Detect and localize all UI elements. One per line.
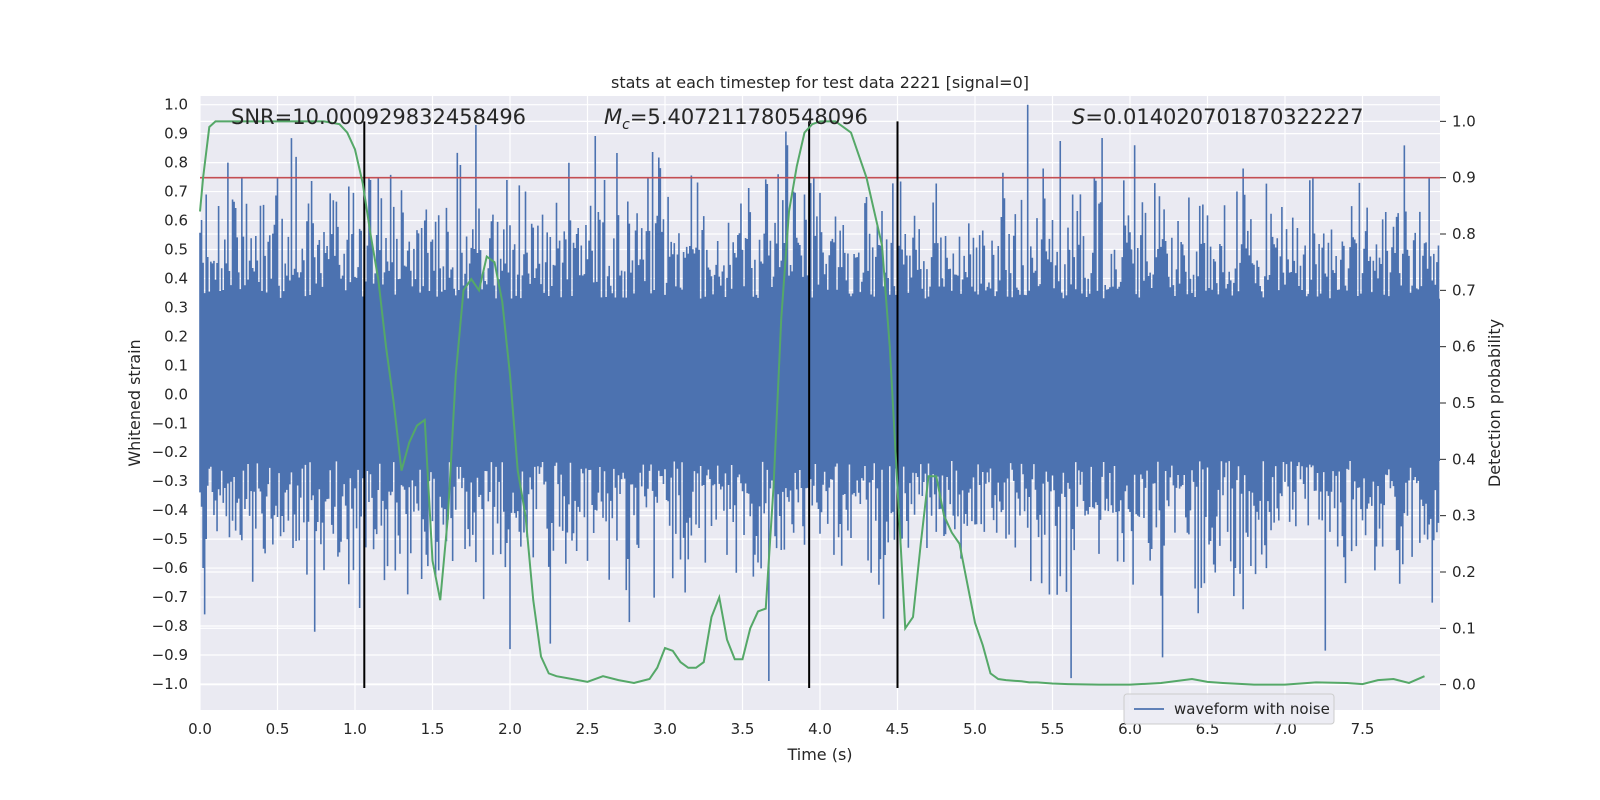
waveform-line [199, 104, 1440, 681]
x-tick-label: 5.5 [1041, 720, 1065, 738]
s-symbol: S [1072, 105, 1085, 129]
y2-tick-label: 0.2 [1452, 563, 1476, 581]
snr-annotation: SNR=10.000929832458496 [231, 105, 526, 129]
y2-tick-label: 0.7 [1452, 281, 1476, 299]
y-tick-label: 0.1 [164, 356, 188, 374]
y-tick-label: 0.5 [164, 241, 188, 259]
legend: waveform with noise [1123, 693, 1335, 725]
y-tick-label: −0.1 [152, 414, 188, 432]
legend-box [1123, 693, 1335, 725]
y2-tick-label: 0.3 [1452, 507, 1476, 525]
y2-tick-label: 0.0 [1452, 676, 1476, 694]
y-tick-label: −0.6 [152, 559, 188, 577]
mc-symbol: M [604, 105, 622, 129]
y-tick-label: −0.3 [152, 472, 188, 490]
y2-tick-label: 0.5 [1452, 394, 1476, 412]
y-tick-label: −0.5 [152, 530, 188, 548]
y2-tick-label: 0.4 [1452, 450, 1476, 468]
y-tick-label: 0.9 [164, 125, 188, 143]
y-tick-label: 0.7 [164, 183, 188, 201]
x-axis: 0.0 0.5 1.0 1.5 2.0 2.5 3.0 3.5 4.0 4.5 5.0 5.5 6.0 6… [188, 720, 1374, 738]
probability-series [199, 120, 1425, 686]
x-tick-label: 0.0 [188, 720, 212, 738]
mc-subscript: c [622, 117, 630, 133]
waveform-series [199, 104, 1440, 681]
x-tick-label: 1.0 [343, 720, 367, 738]
mc-value: =5.407211780548096 [630, 105, 868, 129]
y-tick-label: −0.2 [152, 443, 188, 461]
y-axis-label: Whitened strain [125, 339, 144, 466]
legend-label: waveform with noise [1174, 700, 1330, 718]
y-tick-label: −0.8 [152, 617, 188, 635]
y-tick-label: −0.7 [152, 588, 188, 606]
y2-axis-label: Detection probability [1485, 319, 1504, 487]
x-tick-label: 0.5 [266, 720, 290, 738]
x-tick-label: 7.5 [1351, 720, 1375, 738]
y2-tick-label: 0.8 [1452, 225, 1476, 243]
x-tick-label: 3.5 [731, 720, 755, 738]
s-value: =0.014020701870322227 [1085, 105, 1363, 129]
y2-tick-label: 0.9 [1452, 169, 1476, 187]
y-tick-label: 0.2 [164, 327, 188, 345]
overlay-lines [200, 121, 1440, 688]
y-tick-label: 0.3 [164, 298, 188, 316]
x-tick-label: 2.5 [576, 720, 600, 738]
x-tick-label: 2.0 [498, 720, 522, 738]
y-axis-right: 1.0 0.9 0.8 0.7 0.6 0.5 0.4 0.3 0.2 0.1 0.0 [1440, 112, 1476, 694]
y-tick-label: −0.4 [152, 501, 188, 519]
y-tick-label: −1.0 [152, 675, 188, 693]
y-tick-label: 0.4 [164, 269, 188, 287]
y-tick-label: 0.6 [164, 212, 188, 230]
x-tick-label: 1.5 [421, 720, 445, 738]
s-annotation: S=0.014020701870322227 [1072, 105, 1363, 129]
y2-tick-label: 0.1 [1452, 619, 1476, 637]
x-tick-label: 4.5 [886, 720, 910, 738]
y-tick-label: 0.0 [164, 385, 188, 403]
y-tick-label: −0.9 [152, 646, 188, 664]
x-tick-label: 5.0 [963, 720, 987, 738]
y-axis-left: 1.0 0.9 0.8 0.7 0.6 0.5 0.4 0.3 0.2 0.1 0.0 −0.1 −0.… [152, 96, 188, 693]
x-tick-label: 4.0 [808, 720, 832, 738]
x-tick-label: 3.0 [653, 720, 677, 738]
y-tick-label: 1.0 [164, 96, 188, 114]
y-tick-label: 0.8 [164, 154, 188, 172]
y2-tick-label: 1.0 [1452, 112, 1476, 130]
y2-tick-label: 0.6 [1452, 338, 1476, 356]
x-axis-label: Time (s) [786, 745, 852, 764]
probability-line [199, 120, 1425, 686]
mc-annotation: Mc=5.407211780548096 [604, 105, 868, 133]
chart-title: stats at each timestep for test data 222… [611, 73, 1029, 92]
